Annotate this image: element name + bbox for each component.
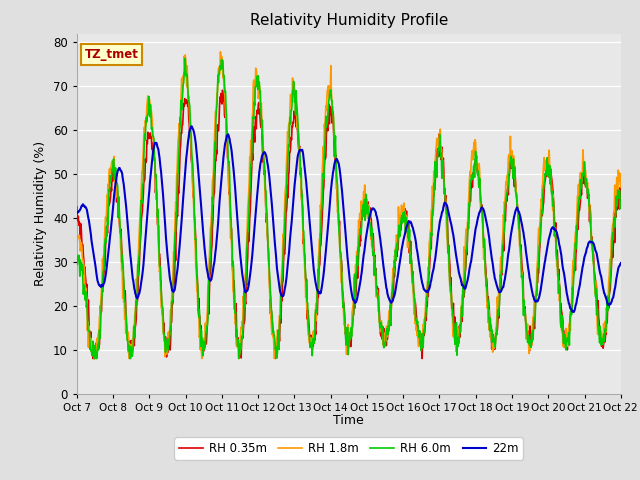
22m	[144, 204, 152, 210]
22m	[570, 309, 578, 315]
RH 0.35m	[145, 133, 152, 139]
22m	[617, 260, 625, 266]
RH 6.0m	[617, 198, 625, 204]
RH 1.8m	[218, 56, 226, 62]
22m	[276, 285, 284, 290]
RH 6.0m	[467, 179, 475, 184]
22m	[218, 176, 225, 181]
22m	[582, 247, 590, 252]
22m	[467, 260, 474, 266]
RH 6.0m	[218, 65, 226, 71]
RH 0.35m	[355, 249, 362, 254]
RH 1.8m	[145, 100, 152, 106]
RH 6.0m	[582, 176, 590, 181]
RH 6.0m	[181, 56, 189, 61]
Line: RH 6.0m: RH 6.0m	[77, 59, 621, 359]
RH 0.35m	[582, 182, 590, 188]
RH 0.35m	[617, 195, 625, 201]
RH 1.8m	[582, 184, 590, 190]
22m	[355, 290, 362, 296]
RH 0.35m	[89, 356, 97, 361]
Title: Relativity Humidity Profile: Relativity Humidity Profile	[250, 13, 448, 28]
Line: RH 0.35m: RH 0.35m	[77, 90, 621, 359]
Y-axis label: Relativity Humidity (%): Relativity Humidity (%)	[35, 141, 47, 286]
RH 6.0m	[145, 106, 152, 111]
RH 0.35m	[73, 204, 81, 210]
Legend: RH 0.35m, RH 1.8m, RH 6.0m, 22m: RH 0.35m, RH 1.8m, RH 6.0m, 22m	[174, 437, 524, 460]
Line: 22m: 22m	[77, 126, 621, 312]
RH 6.0m	[276, 314, 284, 320]
22m	[188, 123, 196, 129]
RH 1.8m	[276, 315, 284, 321]
RH 1.8m	[73, 233, 81, 239]
RH 0.35m	[467, 180, 475, 185]
RH 1.8m	[217, 49, 225, 55]
RH 6.0m	[90, 356, 98, 361]
RH 6.0m	[73, 252, 81, 258]
RH 1.8m	[467, 162, 475, 168]
X-axis label: Time: Time	[333, 414, 364, 427]
RH 0.35m	[276, 320, 284, 326]
RH 0.35m	[218, 100, 225, 106]
RH 1.8m	[617, 184, 625, 190]
RH 6.0m	[355, 249, 362, 255]
RH 1.8m	[91, 356, 99, 361]
RH 1.8m	[355, 217, 362, 223]
22m	[73, 210, 81, 216]
Text: TZ_tmet: TZ_tmet	[85, 48, 139, 61]
Line: RH 1.8m: RH 1.8m	[77, 52, 621, 359]
RH 0.35m	[219, 87, 227, 93]
